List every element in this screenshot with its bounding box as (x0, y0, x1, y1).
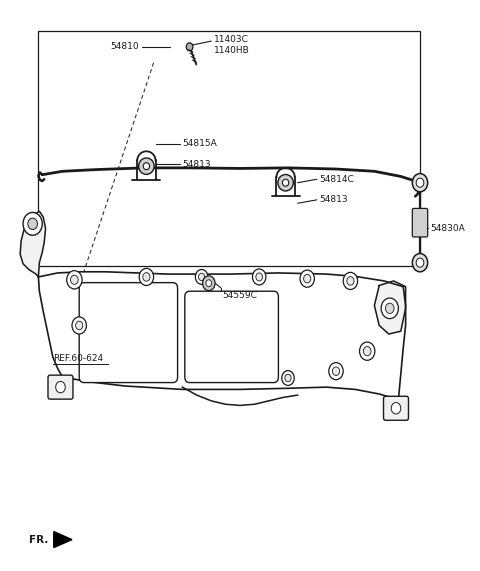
FancyBboxPatch shape (412, 208, 428, 237)
Text: 1140HB: 1140HB (214, 46, 249, 55)
Text: 54559C: 54559C (222, 291, 257, 300)
Circle shape (186, 43, 193, 51)
Text: 54813: 54813 (182, 160, 211, 169)
Circle shape (363, 347, 371, 356)
Circle shape (343, 272, 358, 289)
Circle shape (71, 275, 78, 284)
Text: 54813: 54813 (319, 195, 348, 204)
Circle shape (332, 367, 340, 376)
FancyBboxPatch shape (384, 396, 408, 420)
Circle shape (67, 271, 82, 289)
Circle shape (72, 317, 86, 334)
Circle shape (412, 254, 428, 272)
Circle shape (416, 178, 424, 187)
Circle shape (381, 298, 398, 319)
Circle shape (385, 303, 394, 313)
Circle shape (28, 218, 37, 230)
Circle shape (360, 342, 375, 360)
Text: REF.60-624: REF.60-624 (53, 354, 103, 363)
Circle shape (416, 258, 424, 267)
Circle shape (252, 269, 266, 285)
Text: 11403C: 11403C (214, 35, 249, 45)
Text: 54814C: 54814C (319, 175, 354, 184)
Text: 54815A: 54815A (182, 139, 217, 148)
Circle shape (195, 270, 208, 284)
Ellipse shape (278, 175, 293, 191)
Polygon shape (20, 211, 46, 277)
Circle shape (139, 268, 154, 286)
FancyBboxPatch shape (185, 291, 278, 383)
Circle shape (76, 321, 83, 330)
Ellipse shape (139, 158, 154, 174)
Circle shape (300, 270, 314, 287)
Ellipse shape (282, 179, 289, 186)
Bar (38, 31, 420, 266)
Circle shape (282, 371, 294, 385)
Circle shape (329, 363, 343, 380)
FancyBboxPatch shape (48, 375, 73, 399)
Circle shape (203, 276, 215, 291)
FancyBboxPatch shape (79, 283, 178, 383)
Circle shape (412, 174, 428, 192)
Circle shape (303, 274, 311, 283)
Text: 54830A: 54830A (431, 224, 465, 233)
Circle shape (143, 272, 150, 282)
Circle shape (256, 273, 263, 281)
Text: 54810: 54810 (110, 42, 139, 51)
Circle shape (199, 274, 204, 281)
Polygon shape (54, 532, 72, 548)
Circle shape (285, 375, 291, 381)
Circle shape (23, 212, 42, 235)
Polygon shape (374, 281, 406, 334)
Circle shape (206, 280, 212, 287)
Circle shape (391, 403, 401, 414)
Circle shape (347, 276, 354, 286)
Circle shape (56, 381, 65, 393)
Text: FR.: FR. (29, 534, 48, 545)
Ellipse shape (143, 163, 150, 170)
